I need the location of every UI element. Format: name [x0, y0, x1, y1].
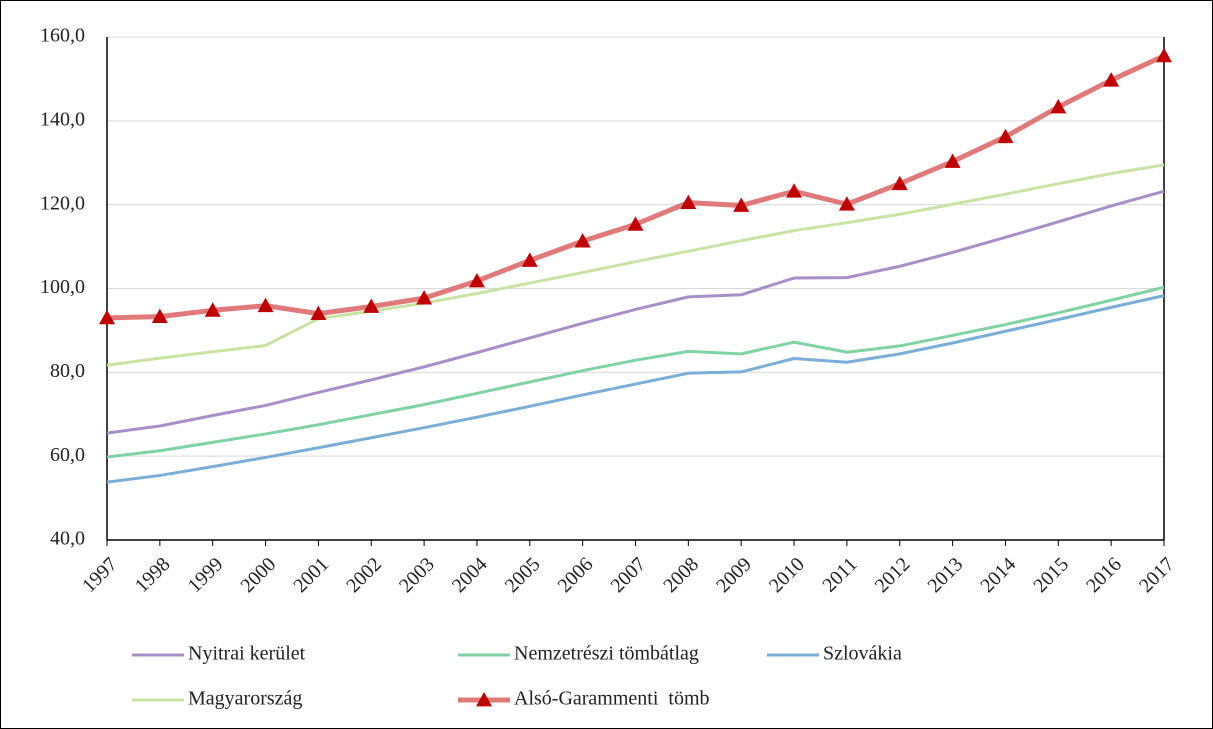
- marker: [521, 252, 538, 267]
- y-tick-label: 100,0: [40, 276, 85, 298]
- x-tick-label: 2011: [818, 553, 861, 596]
- x-tick-label: 2001: [289, 553, 333, 597]
- marker: [151, 308, 168, 323]
- marker: [468, 272, 485, 288]
- marker: [1156, 47, 1172, 63]
- legend-label: Magyarország: [188, 688, 302, 710]
- marker: [944, 153, 961, 168]
- x-tick-label: 2015: [1029, 553, 1073, 597]
- marker: [733, 197, 750, 212]
- x-tick-label: 2000: [236, 553, 280, 597]
- x-tick-label: 1998: [131, 553, 175, 597]
- marker: [416, 290, 433, 305]
- y-tick-label: 120,0: [40, 192, 85, 214]
- y-tick-label: 160,0: [40, 25, 85, 47]
- legend-label: Nyitrai kerület: [188, 643, 306, 665]
- marker: [838, 196, 855, 211]
- x-tick-label: 2003: [395, 553, 439, 597]
- series-line: [106, 294, 1165, 484]
- x-tick-label: 2008: [659, 553, 703, 597]
- marker: [257, 297, 274, 313]
- x-tick-label: 2010: [765, 553, 809, 597]
- x-tick-label: 2012: [871, 553, 915, 597]
- marker: [204, 302, 221, 317]
- marker: [891, 175, 908, 191]
- legend-label: Szlovákia: [823, 643, 902, 665]
- series-line: [106, 285, 1165, 459]
- y-tick-label: 40,0: [50, 528, 85, 550]
- y-tick-label: 140,0: [40, 108, 85, 130]
- marker: [363, 298, 380, 313]
- x-tick-label: 2006: [554, 553, 598, 597]
- marker: [1050, 99, 1067, 114]
- x-tick-label: 2007: [606, 553, 650, 597]
- series-line: [106, 189, 1165, 435]
- x-tick-label: 1997: [78, 553, 122, 597]
- y-tick-label: 80,0: [50, 360, 85, 382]
- x-tick-label: 2016: [1082, 553, 1126, 597]
- marker: [680, 194, 697, 209]
- series-line: [106, 163, 1165, 367]
- x-tick-label: 2013: [924, 553, 968, 597]
- marker: [786, 183, 803, 198]
- x-tick-label: 2017: [1135, 553, 1179, 597]
- x-tick-label: 2009: [712, 553, 756, 597]
- legend-marker: [476, 692, 492, 707]
- x-tick-label: 2005: [501, 553, 545, 597]
- marker: [627, 216, 644, 231]
- marker: [574, 233, 591, 248]
- marker: [997, 128, 1014, 144]
- legend-label: Nemzetrészi tömbátlag: [514, 643, 699, 665]
- marker: [1103, 72, 1120, 87]
- marker: [310, 305, 327, 321]
- legend-label: Alsó-Garammenti tömb: [514, 688, 710, 710]
- series-line: [106, 53, 1166, 321]
- x-tick-label: 2002: [342, 553, 386, 597]
- marker: [99, 309, 115, 325]
- y-tick-label: 60,0: [50, 444, 85, 466]
- x-tick-label: 2014: [976, 553, 1020, 597]
- x-tick-label: 1999: [184, 553, 228, 597]
- x-tick-label: 2004: [448, 553, 492, 597]
